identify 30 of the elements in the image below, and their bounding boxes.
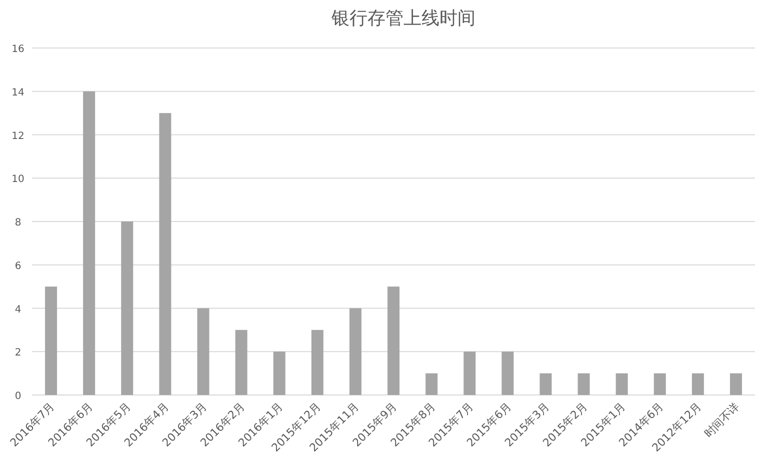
y-tick-label: 14 [12, 87, 24, 98]
y-tick-label: 12 [12, 130, 24, 142]
bar [426, 373, 438, 395]
y-tick-label: 0 [14, 391, 22, 402]
bar [45, 286, 58, 395]
bar [730, 373, 742, 395]
y-tick-label: 6 [14, 260, 22, 272]
y-tick-label: 4 [14, 304, 22, 316]
bar [159, 113, 172, 395]
bar [616, 373, 628, 395]
bar [578, 373, 590, 395]
bar [83, 91, 96, 395]
bar [654, 373, 666, 395]
bar [311, 330, 324, 395]
bar [273, 352, 286, 395]
bar [235, 330, 248, 395]
bar [464, 352, 476, 395]
bar [502, 352, 514, 395]
y-tick-label: 10 [12, 174, 24, 186]
bar [197, 308, 210, 395]
x-tick-label: 时间不详 [702, 400, 742, 440]
chart-title: 银行存管上线时间 [330, 8, 476, 29]
bar [121, 222, 134, 395]
y-tick-label: 16 [12, 44, 24, 55]
bar [692, 373, 704, 395]
bar [349, 308, 362, 395]
bar [540, 373, 552, 395]
y-tick-label: 2 [14, 348, 22, 359]
bar [388, 286, 400, 395]
y-tick-label: 8 [14, 218, 22, 228]
